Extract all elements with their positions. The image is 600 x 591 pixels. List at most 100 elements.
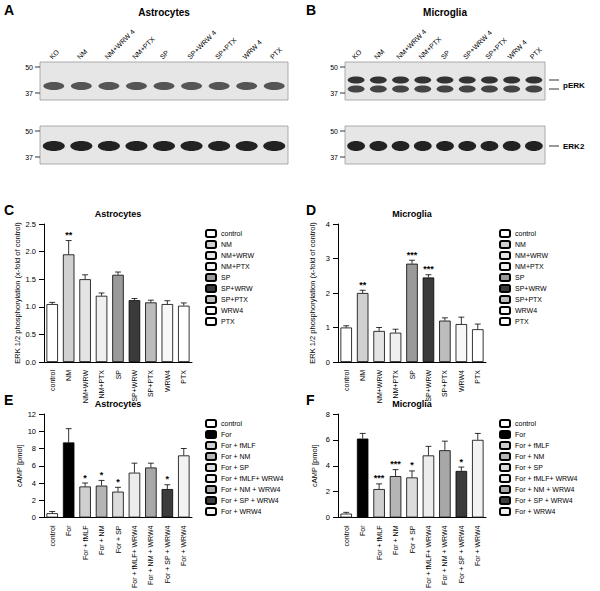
svg-text:For + SP + WRW4: For + SP + WRW4: [515, 497, 573, 504]
svg-text:NM: NM: [76, 48, 89, 61]
svg-text:6: 6: [32, 461, 36, 470]
svg-text:2.5: 2.5: [26, 220, 36, 229]
svg-text:NM+PTX: NM+PTX: [417, 35, 442, 60]
svg-text:NM+WRW: NM+WRW: [221, 252, 255, 259]
svg-text:For + NM: For + NM: [221, 453, 251, 460]
svg-text:control: control: [515, 230, 536, 237]
svg-text:WRW 4: WRW 4: [241, 39, 263, 61]
svg-text:SP+PTX: SP+PTX: [221, 296, 248, 303]
svg-text:NM: NM: [65, 370, 72, 381]
svg-text:6: 6: [326, 435, 330, 444]
svg-text:SP: SP: [440, 49, 452, 61]
svg-text:2.0: 2.0: [26, 247, 36, 256]
svg-text:0: 0: [326, 513, 330, 522]
svg-text:50: 50: [330, 128, 338, 135]
svg-text:B: B: [306, 2, 316, 18]
svg-text:For + NM + WRW4: For + NM + WRW4: [515, 486, 574, 493]
svg-text:For + WRW4: For + WRW4: [515, 508, 556, 515]
svg-text:For + NM + WRW4: For + NM + WRW4: [441, 525, 448, 584]
svg-text:50: 50: [25, 64, 33, 71]
svg-text:12: 12: [28, 410, 36, 419]
svg-text:***: ***: [374, 473, 385, 483]
svg-text:SP: SP: [409, 370, 416, 380]
svg-text:NM+PTX: NM+PTX: [515, 263, 544, 270]
svg-text:ERK 1/2 phosphorylation (x-fol: ERK 1/2 phosphorylation (x-fold of contr…: [308, 222, 317, 364]
svg-text:SP+WRW: SP+WRW: [221, 285, 253, 292]
svg-text:*: *: [116, 477, 120, 487]
svg-text:Microglia: Microglia: [392, 209, 433, 219]
svg-text:SP+WRW: SP+WRW: [515, 285, 547, 292]
svg-text:*: *: [83, 473, 87, 483]
svg-text:NM: NM: [359, 370, 366, 381]
svg-text:NM+PTX: NM+PTX: [98, 370, 105, 399]
svg-text:For + NM: For + NM: [98, 525, 105, 555]
svg-text:50: 50: [330, 64, 338, 71]
svg-text:2: 2: [326, 487, 330, 496]
svg-text:SP+PTX: SP+PTX: [441, 370, 448, 397]
svg-text:For + SP: For + SP: [409, 525, 416, 553]
svg-text:Astrocytes: Astrocytes: [138, 7, 190, 18]
svg-text:***: ***: [423, 264, 434, 274]
svg-text:For + SP + WRW4: For + SP + WRW4: [164, 525, 171, 583]
svg-text:10: 10: [28, 427, 36, 436]
svg-text:8: 8: [326, 410, 330, 419]
svg-text:0: 0: [326, 358, 330, 367]
svg-text:pERK: pERK: [563, 81, 585, 90]
svg-text:For: For: [359, 525, 366, 536]
svg-text:Microglia: Microglia: [423, 7, 467, 18]
svg-text:SP+PTX: SP+PTX: [147, 370, 154, 397]
svg-text:For + fMLF+ WRW4: For + fMLF+ WRW4: [131, 525, 138, 588]
svg-text:SP+WRW: SP+WRW: [425, 370, 432, 402]
svg-text:4: 4: [32, 479, 36, 488]
svg-text:4: 4: [326, 461, 330, 470]
svg-text:control: control: [221, 420, 242, 427]
svg-text:For + fMLF: For + fMLF: [221, 442, 255, 449]
svg-text:For + WRW4: For + WRW4: [221, 508, 262, 515]
svg-text:For + fMLF+ WRW4: For + fMLF+ WRW4: [221, 475, 284, 482]
svg-text:For + SP: For + SP: [221, 464, 249, 471]
svg-text:PTX: PTX: [515, 318, 529, 325]
svg-text:ERK2: ERK2: [563, 142, 585, 151]
svg-text:WRW4: WRW4: [515, 307, 537, 314]
svg-text:D: D: [306, 202, 316, 218]
svg-text:NM+WRW: NM+WRW: [82, 370, 89, 404]
svg-text:1: 1: [326, 323, 330, 332]
svg-text:KO: KO: [351, 48, 363, 60]
svg-text:PTX: PTX: [474, 370, 481, 384]
svg-text:SP+PTX: SP+PTX: [214, 36, 238, 60]
svg-text:0: 0: [32, 513, 36, 522]
svg-text:4: 4: [326, 220, 330, 229]
svg-text:NM+PTX: NM+PTX: [221, 263, 250, 270]
svg-text:***: ***: [390, 459, 401, 469]
svg-text:*: *: [166, 474, 170, 484]
svg-text:2: 2: [32, 496, 36, 505]
svg-text:*: *: [100, 470, 104, 480]
svg-text:PTX: PTX: [528, 46, 543, 61]
svg-text:NM+WRW: NM+WRW: [515, 252, 549, 259]
svg-text:For + fMLF: For + fMLF: [82, 526, 89, 560]
svg-text:For + NM + WRW4: For + NM + WRW4: [221, 486, 280, 493]
svg-text:SP+WRW: SP+WRW: [131, 370, 138, 402]
svg-text:For: For: [65, 525, 72, 536]
svg-text:For + NM: For + NM: [515, 453, 545, 460]
svg-text:SP: SP: [115, 370, 122, 380]
svg-text:37: 37: [330, 154, 338, 161]
svg-text:WRW4: WRW4: [164, 370, 171, 392]
svg-text:cAMP [pmol]: cAMP [pmol]: [15, 445, 24, 487]
svg-text:E: E: [4, 392, 13, 408]
svg-text:For + SP: For + SP: [515, 464, 543, 471]
svg-text:PTX: PTX: [180, 370, 187, 384]
svg-text:For + SP + WRW4: For + SP + WRW4: [458, 525, 465, 583]
svg-text:SP: SP: [515, 274, 525, 281]
svg-text:For + SP: For + SP: [115, 525, 122, 553]
svg-text:37: 37: [25, 154, 33, 161]
svg-text:PTX: PTX: [221, 318, 235, 325]
svg-text:NM: NM: [515, 241, 526, 248]
svg-text:Astrocytes: Astrocytes: [95, 399, 142, 409]
svg-text:WRW 4: WRW 4: [506, 39, 528, 61]
svg-text:**: **: [65, 230, 73, 240]
svg-text:NM: NM: [221, 241, 232, 248]
svg-text:NM: NM: [373, 48, 386, 61]
svg-text:NM+WRW: NM+WRW: [376, 370, 383, 404]
svg-text:For + fMLF: For + fMLF: [515, 442, 549, 449]
